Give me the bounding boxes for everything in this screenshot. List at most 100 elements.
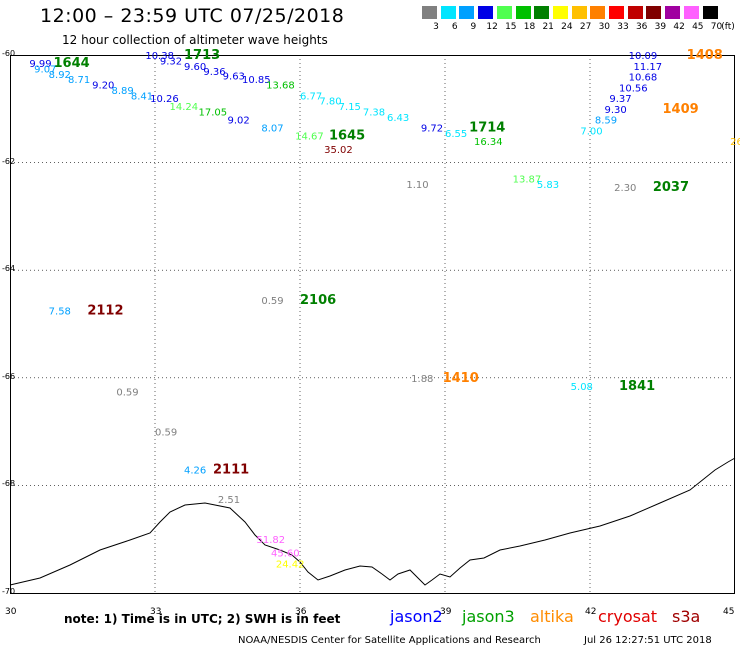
wave-height-value: 8.59	[595, 116, 617, 127]
scale-swatch-9	[459, 6, 475, 19]
lat-label: -68	[2, 479, 16, 489]
pass-time-label: 1408	[687, 48, 723, 63]
pass-time-label: 1410	[443, 371, 479, 386]
wave-height-value: 9.72	[421, 124, 443, 135]
wave-height-value: 7.38	[363, 107, 385, 118]
wave-height-value: 8.92	[49, 70, 71, 81]
pass-time-label: 1713	[184, 48, 220, 63]
scale-label-70: 70	[710, 22, 723, 32]
wave-height-value: 45.60	[271, 549, 300, 560]
lon-label: 30	[5, 607, 17, 617]
wave-height-value: 9.99	[29, 59, 51, 70]
wave-height-value: 2.51	[218, 495, 240, 506]
scale-label-21: 21	[542, 22, 554, 32]
wave-height-value: 6.55	[445, 129, 467, 140]
scale-label-45: 45	[692, 22, 704, 32]
wave-height-value: 6.43	[387, 113, 409, 124]
lat-label: -70	[2, 587, 16, 596]
wave-height-value: 9.36	[203, 67, 225, 78]
wave-height-value: 8.07	[261, 124, 283, 135]
wave-height-value: 7.80	[319, 97, 341, 108]
wave-height-value: 0.59	[116, 387, 138, 398]
wave-height-value: 1.10	[406, 180, 428, 191]
scale-label-27: 27	[579, 22, 592, 32]
pass-time-label: 1644	[54, 56, 90, 71]
scale-label-12: 12	[486, 22, 498, 32]
scale-swatch-15	[496, 6, 512, 19]
scale-swatch-30	[590, 6, 606, 19]
scale-swatch-45	[683, 6, 699, 19]
scale-label-39: 39	[654, 22, 667, 32]
pass-time-label: 1841	[619, 379, 655, 394]
wave-height-value: 9.60	[184, 62, 206, 73]
lon-label: 36	[295, 607, 307, 617]
generation-timestamp: Jul 26 12:27:51 UTC 2018	[584, 635, 712, 646]
wave-height-value: 8.89	[112, 86, 134, 97]
scale-swatch-18	[515, 6, 531, 19]
scale-swatch-24	[552, 6, 568, 19]
lon-label: 33	[150, 607, 162, 617]
wave-height-value: 5.08	[571, 382, 593, 393]
scale-swatch-27	[571, 6, 587, 19]
wave-height-value: 7.58	[49, 307, 71, 318]
satellite-s3a: s3a	[672, 607, 701, 626]
scale-label-3: 3	[433, 22, 439, 32]
lon-label: 45	[723, 607, 735, 617]
wave-height-value: 9.02	[228, 116, 250, 127]
wave-height-value: 14.24	[170, 102, 199, 113]
lon-label: 39	[440, 607, 452, 617]
scale-label-18: 18	[523, 22, 536, 32]
scale-label-36: 36	[635, 22, 648, 32]
satellite-cryosat: cryosat	[598, 607, 658, 626]
scale-label-15: 15	[505, 22, 517, 32]
page-title: 12:00 – 23:59 UTC 07/25/2018	[40, 5, 345, 27]
wave-height-value: 9.07	[34, 64, 56, 75]
satellite-jason3: jason3	[462, 607, 515, 626]
wave-height-value: 10.09	[629, 51, 658, 62]
scale-swatch-36	[627, 6, 643, 19]
scale-label-6: 6	[451, 22, 458, 32]
wave-height-value: 14.67	[295, 132, 324, 143]
lat-label: -60	[2, 49, 16, 58]
pass-time-label: 2106	[300, 293, 336, 308]
scale-swatch-42	[665, 6, 681, 19]
scale-label-42: 42	[673, 22, 685, 32]
lat-label: -66	[2, 371, 16, 381]
wave-height-value: 2.30	[614, 183, 636, 194]
wave-height-value: 26.0	[730, 137, 740, 148]
plot-frame	[10, 55, 735, 594]
wave-height-value: 6.77	[300, 91, 322, 102]
pass-time-label: 1645	[329, 129, 365, 144]
wave-height-value: 10.85	[242, 75, 271, 86]
wave-height-value: 10.38	[145, 51, 174, 62]
wave-height-value: 0.59	[261, 296, 283, 307]
pass-time-label: 1714	[469, 121, 505, 136]
footer-note: note: 1) Time is in UTC; 2) SWH is in fe…	[64, 612, 341, 626]
scale-label-33: 33	[617, 22, 629, 32]
scale-swatch-33	[609, 6, 624, 19]
scale-swatch-12	[478, 6, 494, 19]
page-subtitle: 12 hour collection of altimeter wave hei…	[62, 33, 328, 47]
wave-height-value: 9.30	[605, 105, 627, 116]
scale-swatch-6	[440, 6, 456, 19]
wave-height-value: 9.37	[609, 94, 631, 105]
wave-height-value: 7.00	[580, 126, 602, 137]
scale-swatch-3	[422, 6, 437, 19]
pass-time-label: 1409	[663, 102, 699, 117]
wave-height-value: 9.63	[223, 71, 245, 82]
wave-height-value: 16.34	[474, 137, 503, 148]
pass-time-label: 2112	[87, 304, 123, 319]
wave-height-value: 13.68	[266, 81, 295, 92]
scale-swatch-70	[702, 6, 718, 19]
wave-height-value: 35.02	[324, 145, 353, 156]
wave-height-value: 13.87	[513, 175, 542, 186]
pass-time-label: 2111	[213, 462, 249, 477]
wave-height-value: 8.71	[68, 75, 90, 86]
wave-height-value: 11.17	[634, 62, 663, 73]
satellite-altika: altika	[530, 607, 574, 626]
graticule	[10, 55, 735, 593]
wave-height-value: 10.26	[150, 94, 179, 105]
wave-height-value: 17.05	[199, 107, 228, 118]
